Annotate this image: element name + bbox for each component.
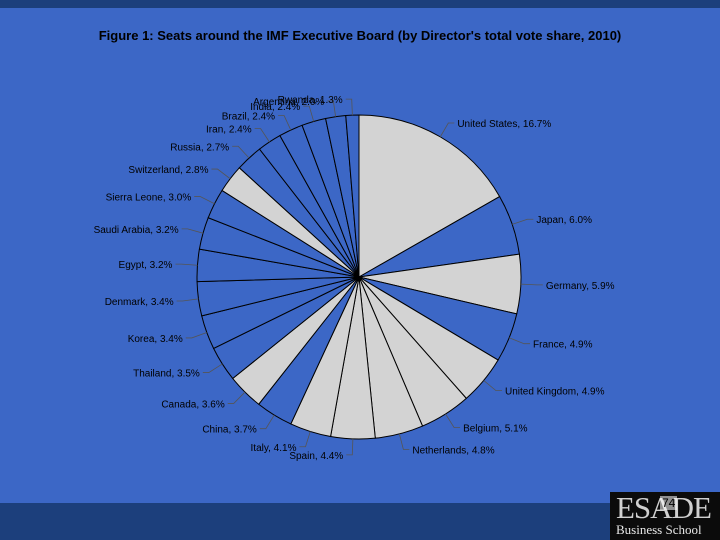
slice-label: Japan, 6.0% [536,215,592,226]
leader-line [439,122,455,138]
leader-line [520,283,543,286]
bottom-band [0,503,720,540]
leader-line [232,145,250,159]
leader-line [227,391,246,404]
slice-label: Italy, 4.1% [251,443,297,454]
chart-title: Figure 1: Seats around the IMF Executive… [98,28,622,43]
page-number: 74 [660,496,678,510]
slice-label: Spain, 4.4% [289,451,343,462]
slice-label: Saudi Arabia, 3.2% [94,225,179,236]
leader-line [509,337,531,345]
leader-line [327,100,337,117]
slice-label: Korea, 3.4% [128,334,183,345]
top-band [0,0,720,8]
slice-label: Canada, 3.6% [161,399,224,410]
slice-label: Iran, 2.4% [206,125,252,136]
slice-label: China, 3.7% [202,425,257,436]
slice-label: Netherlands, 4.8% [412,445,494,456]
slice-label: Denmark, 3.4% [105,297,174,308]
leader-line [345,98,353,116]
leader-line [445,413,461,428]
leader-line [398,433,410,450]
slice-label: Belgium, 5.1% [463,423,528,434]
slice-label: United Kingdom, 4.9% [505,387,605,398]
leader-line [512,218,534,225]
leader-line [259,414,275,430]
slice-label: Sierra Leone, 3.0% [106,193,192,204]
leader-line [181,228,204,234]
slice-label: Rwanda, 1.3% [278,95,343,106]
slice-label: Brazil, 2.4% [222,112,275,123]
leader-line [299,431,311,448]
leader-line [278,115,292,131]
leader-line [176,298,199,302]
slice-label: Argentina, 2.0% [253,97,324,108]
leader-line [194,196,215,205]
slice-label: Thailand, 3.5% [133,369,200,380]
slice-label: Switzerland, 2.8% [128,165,208,176]
logo-subtext: Business School [616,522,702,537]
slice-label: United States, 16.7% [457,119,551,130]
leader-line [185,332,207,339]
slice-label: India, 2.4% [250,102,300,113]
slice-label: Russia, 2.7% [170,142,229,153]
leader-line [346,438,354,456]
leader-line [202,363,223,373]
slice-label: France, 4.9% [533,340,593,351]
leader-line [483,380,502,392]
leader-line [175,263,198,266]
leader-line [254,128,270,143]
leader-line [211,168,231,180]
leader-line [303,105,315,122]
slice-label: Germany, 5.9% [546,281,615,292]
pie-slice [358,114,501,278]
slice-label: Egypt, 3.2% [119,260,173,271]
